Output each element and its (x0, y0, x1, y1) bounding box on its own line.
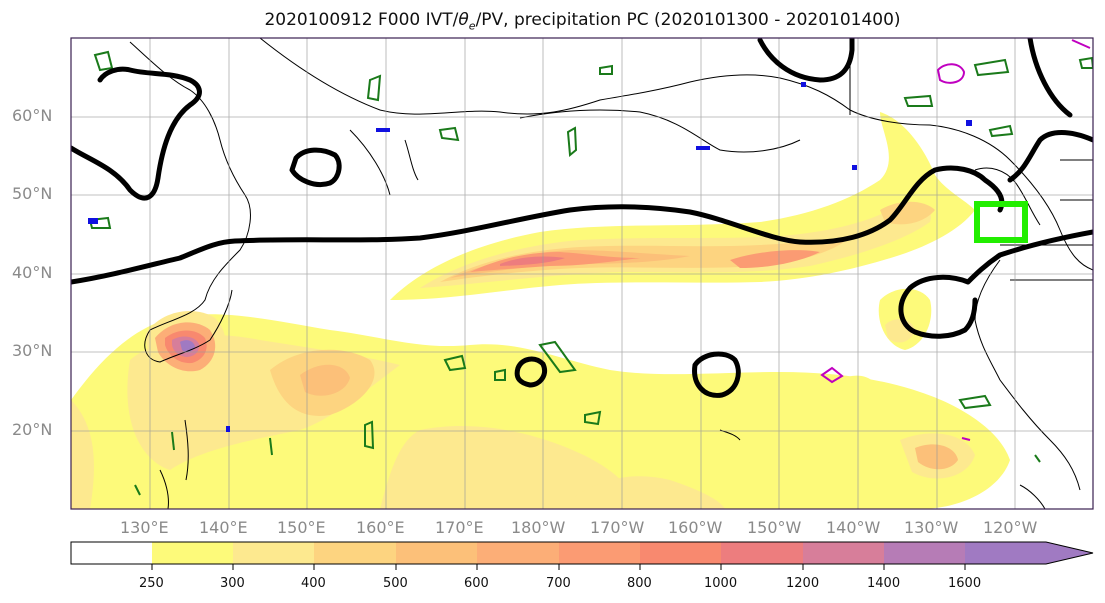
lon-label-150w: 150°W (747, 518, 802, 537)
colorbar-label-400: 400 (301, 576, 326, 591)
lon-label-170e: 170°E (435, 518, 484, 537)
coastlines (129, 38, 1093, 509)
map-frame (70, 37, 1094, 510)
precipitation-shading (71, 112, 1010, 509)
lon-label-140e: 140°E (199, 518, 248, 537)
colorbar-label-300: 300 (220, 576, 245, 591)
lat-label-30n: 30°N (12, 341, 53, 360)
lat-label-50n: 50°N (12, 184, 53, 203)
lon-label-180w: 180°W (511, 518, 566, 537)
lat-label-40n: 40°N (12, 263, 53, 282)
map-plot-area (71, 38, 1093, 509)
lon-label-160e: 160°E (356, 518, 405, 537)
pv-contours-alt (820, 39, 1091, 441)
ivt-contours (71, 38, 1093, 398)
lon-label-140w: 140°W (826, 518, 881, 537)
colorbar-label-1000: 1000 (704, 576, 738, 591)
lat-label-60n: 60°N (12, 106, 53, 125)
lon-label-170w: 170°W (590, 518, 645, 537)
colorbar-label-500: 500 (383, 576, 408, 591)
blue-markers (88, 82, 972, 432)
lon-label-150e: 150°E (277, 518, 326, 537)
lon-label-120w: 120°W (983, 518, 1038, 537)
lon-label-130e: 130°E (120, 518, 169, 537)
theta-symbol: θ (458, 10, 469, 30)
colorbar-label-1400: 1400 (867, 576, 901, 591)
colorbar-label-1200: 1200 (786, 576, 820, 591)
lat-label-20n: 20°N (12, 420, 53, 439)
map-title: 2020100912 F000 IVT/θe/PV, precipitation… (264, 10, 901, 33)
theta-subscript: e (468, 19, 476, 33)
colorbar-label-1600: 1600 (948, 576, 982, 591)
pv-contours (88, 50, 1093, 496)
colorbar-label-250: 250 (139, 576, 164, 591)
lon-label-130w: 130°W (904, 518, 959, 537)
colorbar-label-700: 700 (546, 576, 571, 591)
colorbar (70, 541, 1094, 570)
highlight-box (974, 201, 1028, 243)
lon-label-160w: 160°W (668, 518, 723, 537)
colorbar-label-600: 600 (464, 576, 489, 591)
colorbar-label-800: 800 (627, 576, 652, 591)
